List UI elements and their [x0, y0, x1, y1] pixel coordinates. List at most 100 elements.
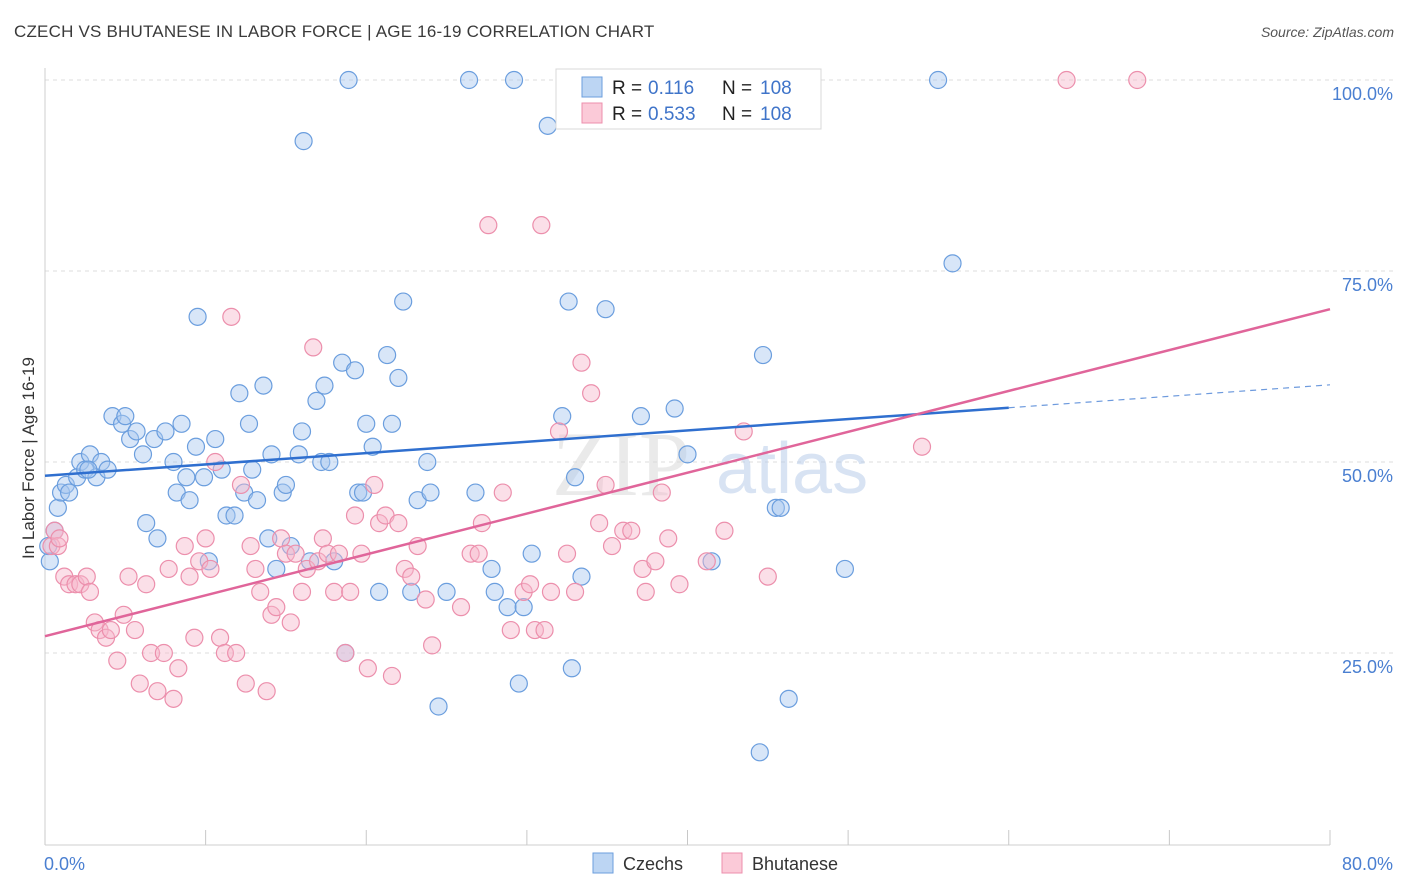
czech-point-76: [466, 483, 485, 502]
czech-point-88: [565, 468, 585, 487]
bhutanese-point-27: [185, 628, 204, 647]
czech-point-86: [559, 292, 578, 311]
czech-point-74: [437, 582, 456, 601]
czech-point-100: [771, 498, 790, 517]
czech-point-75: [459, 70, 479, 90]
bhutanese-point-87: [590, 514, 609, 533]
bhutanese-point-80: [525, 620, 545, 640]
bhutanese-point-60: [358, 659, 377, 678]
czech-point-67: [389, 368, 408, 388]
bhutanese-point-58: [345, 506, 365, 525]
bhutanese-point-48: [292, 582, 312, 601]
bhutanese-point-8: [80, 582, 100, 601]
czech-point-38: [243, 460, 262, 479]
bhutanese-point-103: [1057, 70, 1076, 90]
bhutanese-point-36: [231, 475, 251, 495]
czech-point-0: [40, 552, 59, 571]
czech-point-14: [116, 407, 135, 426]
czech-point-16: [127, 422, 146, 441]
czech-point-99: [766, 498, 785, 517]
bhutanese-point-41: [257, 682, 276, 701]
bhutanese-r-label: R =: [612, 104, 642, 125]
czech-point-12: [103, 407, 122, 426]
y-tick-label-100: 100.0%: [1332, 84, 1393, 104]
bhutanese-point-75: [493, 483, 512, 502]
bhutanese-point-67: [402, 567, 421, 586]
y-tick-label-50: 50.0%: [1342, 466, 1393, 486]
bhutanese-point-85: [565, 582, 585, 601]
bhutanese-point-30: [201, 559, 220, 579]
x-tick-label-max: 80.0%: [1342, 854, 1393, 874]
bhutanese-r-value: 0.533: [648, 104, 696, 125]
czech-point-27: [186, 437, 206, 456]
bhutanese-point-31: [206, 452, 225, 472]
bhutanese-point-6: [71, 575, 90, 594]
czech-point-53: [315, 376, 334, 395]
czech-point-39: [247, 491, 267, 510]
bhutanese-point-106: [469, 544, 488, 563]
bhutanese-point-97: [670, 575, 689, 594]
y-tick-label-25: 25.0%: [1342, 657, 1393, 677]
czechs-legend-label: Czechs: [623, 854, 683, 874]
czech-point-1: [48, 498, 67, 517]
czech-point-51: [307, 391, 326, 410]
bhutanese-point-89: [602, 536, 622, 556]
bhutanese-point-98: [697, 552, 716, 571]
czechs-legend-swatch: [592, 852, 614, 874]
chart-title: CZECH VS BHUTANESE IN LABOR FORCE | AGE …: [14, 22, 655, 41]
czech-point-101: [779, 689, 798, 708]
czech-point-107: [79, 460, 98, 479]
bhutanese-point-69: [416, 590, 435, 609]
bhutanese-point-71: [451, 598, 471, 617]
bhutanese-legend-swatch: [581, 102, 603, 124]
bhutanese-bottom-swatch: [721, 852, 743, 874]
czech-point-11: [98, 460, 117, 479]
bhutanese-point-79: [532, 216, 551, 235]
bhutanese-point-43: [267, 598, 286, 617]
czech-point-73: [429, 697, 448, 716]
bhutanese-point-82: [541, 582, 561, 601]
bhutanese-point-61: [365, 475, 384, 495]
bhutanese-point-86: [582, 384, 601, 403]
czech-point-30: [199, 552, 218, 571]
czech-point-63: [363, 437, 382, 456]
czech-point-102: [835, 559, 855, 579]
bhutanese-point-95: [652, 483, 671, 502]
czech-point-60: [349, 483, 368, 502]
bhutanese-point-12: [101, 620, 120, 640]
bhutanese-point-56: [336, 643, 355, 663]
watermark-atlas: atlas: [716, 429, 868, 509]
czech-point-79: [498, 598, 517, 617]
bhutanese-point-76: [501, 620, 520, 640]
watermark-zip: ZIP: [552, 413, 690, 515]
bhutanese-point-16: [125, 620, 145, 640]
stats-legend: R = 0.116 N = 108 R = 0.533 N = 108: [555, 68, 822, 130]
czech-point-69: [402, 582, 421, 601]
czech-point-59: [345, 361, 365, 380]
czech-r-label: R =: [612, 78, 642, 99]
czech-trend-line: [44, 406, 1009, 477]
czech-point-35: [230, 384, 249, 403]
bhutanese-points: [42, 70, 1147, 708]
bhutanese-point-84: [557, 544, 577, 563]
czech-legend-swatch: [581, 76, 603, 98]
bhutanese-point-21: [154, 643, 173, 663]
bhutanese-point-66: [395, 559, 414, 579]
czech-point-37: [239, 414, 259, 433]
czech-point-29: [194, 468, 214, 487]
axis-ticks: 25.0% 50.0% 75.0% 100.0%: [44, 84, 1393, 845]
czech-n-label: N =: [722, 78, 752, 99]
czech-r-value: 0.116: [648, 78, 694, 99]
bhutanese-point-25: [175, 536, 194, 556]
bhutanese-point-62: [370, 514, 389, 533]
czech-point-64: [370, 582, 389, 601]
czech-point-24: [172, 414, 191, 433]
y-tick-label-75: 75.0%: [1342, 275, 1393, 295]
bhutanese-point-40: [251, 582, 270, 601]
czech-point-98: [753, 345, 773, 365]
czech-point-80: [504, 70, 524, 90]
bhutanese-point-38: [241, 536, 260, 556]
bhutanese-point-15: [119, 567, 138, 586]
bhutanese-point-37: [236, 674, 255, 693]
